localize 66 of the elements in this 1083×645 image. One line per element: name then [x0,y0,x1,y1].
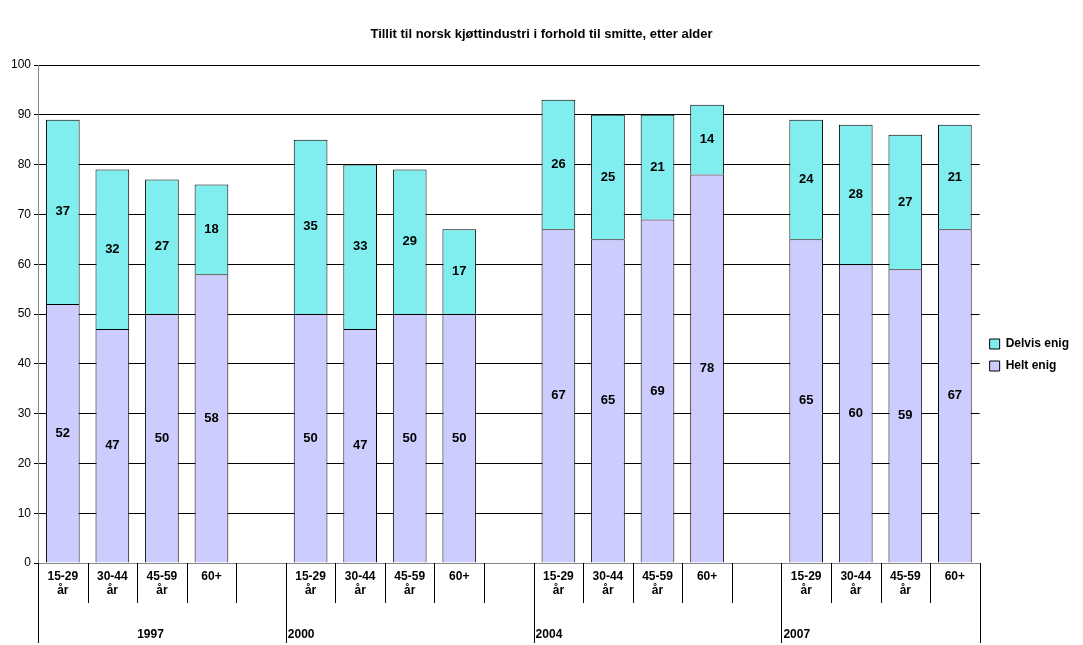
x-tick-label: 30-44 år [344,568,376,597]
x-tick-label: 45-59 år [146,568,178,597]
data-label: 35 [303,218,318,234]
x-tick-label: 60+ [201,568,222,583]
x-tick-label: 15-29 år [47,568,79,597]
y-tick-label: 10 [17,505,32,520]
text: 1997 [137,627,165,642]
data-label: 21 [947,168,963,184]
text: 2007 [783,627,811,642]
x-tick-label: 60+ [449,568,470,583]
y-tick-label: 70 [17,206,32,221]
y-tick-label: 60 [17,256,32,271]
y-tick-label: 40 [17,356,32,371]
x-tick-label: 45-59 år [889,568,921,597]
data-label: 50 [452,429,467,445]
x-tick-label: 30-44 år [592,568,624,597]
data-label: 27 [154,238,170,254]
legend-label: Helt enig [1005,358,1057,373]
data-label: 50 [402,429,417,445]
data-label: 17 [452,263,467,279]
x-tick-label: 60+ [944,568,966,583]
data-label: 60 [848,404,863,420]
x-tick-label: 15-29 år [790,568,822,597]
data-label: 65 [798,392,814,408]
data-label: 37 [55,203,71,219]
data-label: 26 [551,156,566,172]
x-tick-label: 45-59 år [394,568,426,597]
data-label: 65 [600,392,616,408]
legend-label: Delvis enig [1005,336,1069,351]
data-label: 27 [898,193,913,209]
y-tick-label: 90 [17,107,32,122]
data-label: 50 [154,429,170,445]
y-tick-label: 50 [17,306,32,321]
data-label: 28 [848,186,863,202]
data-label: 18 [204,220,219,236]
data-label: 14 [699,131,716,147]
data-label: 47 [105,437,120,453]
chart-title: Tillit til norsk kjøttindustri i forhold til smitte, etter alder [369,26,714,41]
data-label: 67 [551,387,566,403]
x-tick-label: 15-29 år [295,568,327,597]
data-label: 24 [798,171,815,187]
y-tick-label: 80 [17,156,32,171]
y-tick-label: 0 [24,555,32,570]
y-tick-label: 30 [17,405,32,420]
data-label: 47 [352,437,368,453]
data-label: 69 [650,382,665,398]
data-label: 67 [947,387,963,403]
data-label: 59 [898,407,913,423]
x-tick-label: 30-44 år [840,568,872,597]
data-label: 58 [204,409,219,425]
data-label: 52 [55,424,71,440]
x-tick-label: 45-59 år [642,568,674,597]
x-tick-label: 15-29 år [543,568,575,597]
x-tick-label: 60+ [696,568,718,583]
data-label: 33 [352,238,368,254]
text: 2000 [287,627,315,642]
data-label: 25 [600,168,616,184]
text: 2004 [535,627,563,642]
x-tick-label: 30-44 år [97,568,129,597]
y-tick-label: 100 [10,57,32,72]
data-label: 78 [699,360,715,376]
data-label: 29 [402,233,417,249]
y-tick-label: 20 [17,455,32,470]
data-label: 21 [650,158,665,174]
data-label: 50 [303,429,318,445]
data-label: 32 [105,240,120,256]
